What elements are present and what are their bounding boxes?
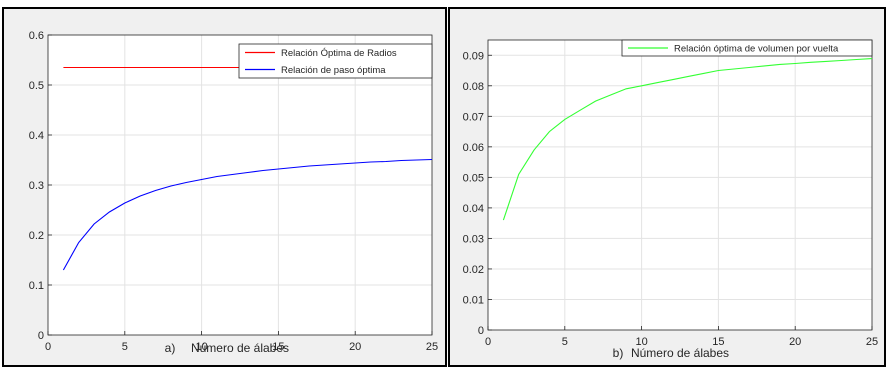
legend: Relación óptima de volumen por vuelta [621, 39, 873, 57]
x-tick-label: 0 [45, 341, 51, 353]
x-tick-label: 5 [562, 336, 568, 348]
chart-panel-b: 0 5 10 15 20 25 0 0.01 0.02 0.03 0.04 0.05 0.06 0.07 0… [448, 7, 886, 367]
panel-label: b) [613, 346, 624, 360]
y-tick-label: 0.07 [463, 111, 484, 123]
y-tick-label: 0.6 [29, 30, 44, 42]
legend-label: Relación de paso óptima [281, 65, 386, 76]
y-tick-label: 0 [38, 330, 44, 342]
legend-box [238, 43, 433, 79]
y-tick-label: 0.2 [29, 230, 44, 242]
y-tick-label: 0.4 [29, 130, 44, 142]
legend-box [621, 39, 873, 57]
y-tick-label: 0.06 [463, 142, 484, 154]
y-tick-label: 0.09 [463, 50, 484, 62]
x-tick-label: 15 [712, 336, 724, 348]
legend-label: Relación Óptima de Radios [281, 48, 397, 59]
y-tick-label: 0 [478, 325, 484, 337]
series-line-1 [502, 58, 873, 221]
y-tick-label: 0.3 [29, 180, 44, 192]
x-tick-label: 20 [349, 341, 361, 353]
x-tick-label: 5 [122, 341, 128, 353]
y-tick-label: 0.04 [463, 203, 484, 215]
x-tick-label: 15 [272, 341, 284, 353]
x-tick-label: 20 [789, 336, 801, 348]
y-tick-label: 0.03 [463, 233, 484, 245]
legend-label: Relación óptima de volumen por vuelta [674, 44, 839, 55]
x-tick-label: 0 [485, 336, 491, 348]
x-axis-label: Número de álabes [191, 341, 289, 355]
panel-label: a) [165, 341, 176, 355]
y-tick-label: 0.1 [29, 280, 44, 292]
y-tick-label: 0.5 [29, 80, 44, 92]
chart-panel-a: 0 5 10 15 20 25 0 0.1 0.2 0.3 0.4 0.5 0.6 Relación Óp… [2, 7, 447, 367]
x-axis-label: Número de álabes [631, 346, 729, 360]
plot-area [488, 40, 872, 330]
x-tick-label: 10 [635, 336, 647, 348]
x-tick-label: 25 [866, 336, 878, 348]
x-tick-label: 25 [426, 341, 438, 353]
x-tick-label: 10 [195, 341, 207, 353]
series-line-2 [62, 158, 433, 271]
y-tick-label: 0.05 [463, 172, 484, 184]
panels: 0 5 10 15 20 25 0 0.1 0.2 0.3 0.4 0.5 0.6 Relación Óp… [2, 7, 886, 367]
y-tick-label: 0.08 [463, 81, 484, 93]
y-tick-label: 0.01 [463, 294, 484, 306]
legend: Relación Óptima de Radios Relación de pas… [238, 43, 433, 79]
y-tick-label: 0.02 [463, 264, 484, 276]
